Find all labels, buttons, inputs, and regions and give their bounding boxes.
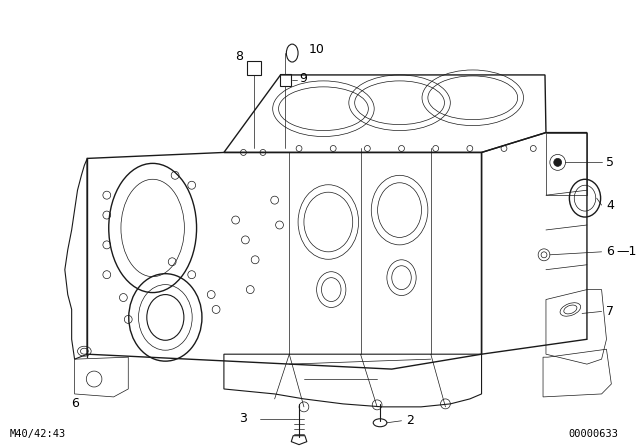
- Text: 4: 4: [607, 198, 614, 211]
- Text: 10: 10: [309, 43, 324, 56]
- Text: 00000633: 00000633: [568, 429, 618, 439]
- Text: 8: 8: [236, 50, 243, 63]
- Text: 7: 7: [607, 305, 614, 318]
- Circle shape: [554, 159, 561, 166]
- Text: 6: 6: [607, 246, 614, 258]
- Text: 5: 5: [607, 156, 614, 169]
- Text: 6: 6: [70, 397, 79, 410]
- Text: M40/42:43: M40/42:43: [9, 429, 65, 439]
- Text: 3: 3: [239, 412, 247, 425]
- Bar: [247, 61, 261, 75]
- Text: —1: —1: [616, 246, 637, 258]
- Text: 9: 9: [299, 73, 307, 86]
- Text: 2: 2: [406, 414, 414, 427]
- Bar: [280, 74, 291, 86]
